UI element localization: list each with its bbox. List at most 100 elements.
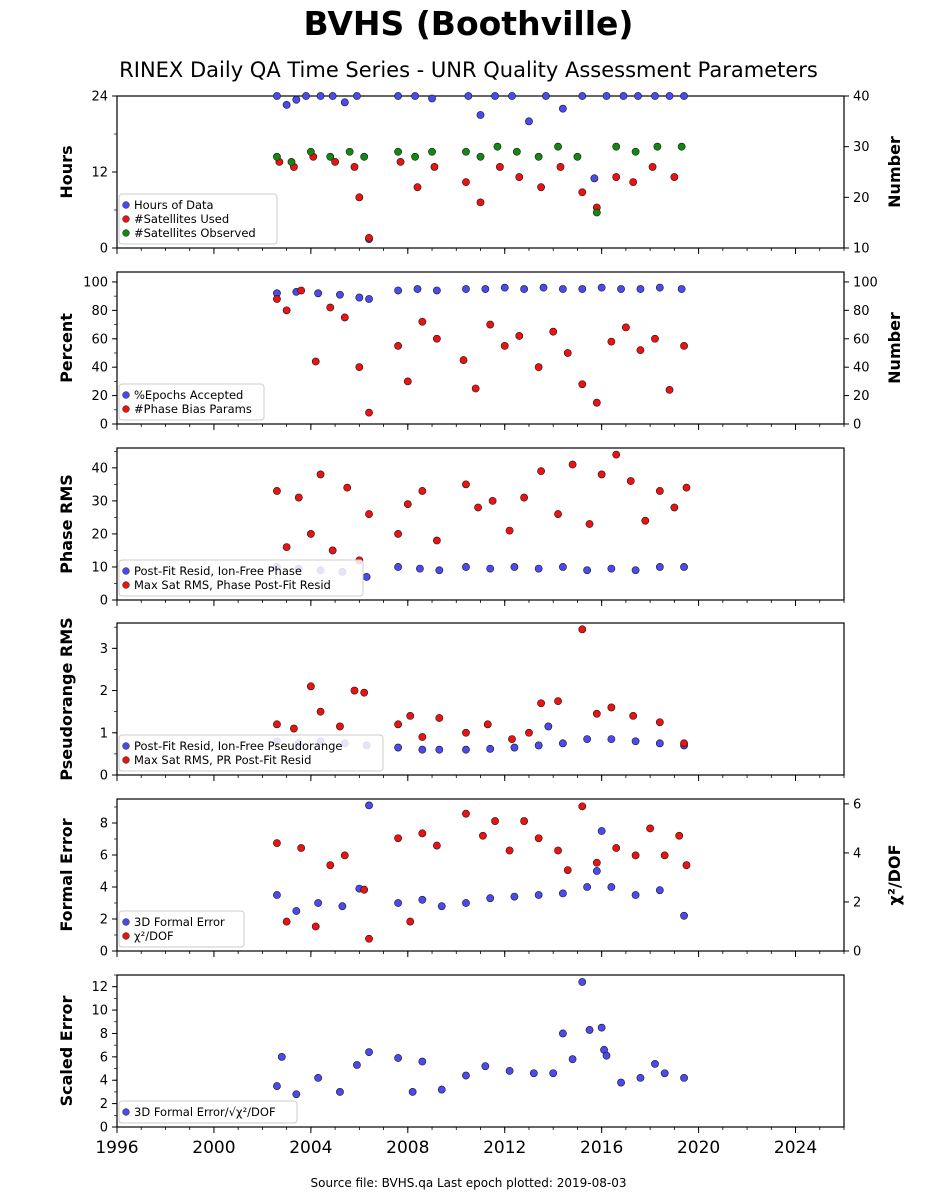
- figure-subtitle: RINEX Daily QA Time Series - UNR Quality…: [119, 58, 818, 82]
- y-tick-label: 40: [91, 461, 108, 476]
- data-point: [408, 1088, 417, 1096]
- data-point: [418, 895, 427, 904]
- x-tick-label: 2012: [483, 1138, 526, 1158]
- y-right-tick-label: 80: [853, 304, 870, 319]
- data-point: [636, 1073, 645, 1082]
- y-axis-label: Phase RMS: [57, 474, 76, 574]
- legend-box: [118, 734, 384, 772]
- legend-marker: [122, 229, 130, 237]
- data-point: [365, 510, 373, 518]
- data-point: [583, 883, 592, 891]
- data-point: [583, 735, 592, 744]
- figure-title: BVHS (Boothville): [303, 4, 634, 43]
- legend-marker: [122, 215, 130, 223]
- data-point: [350, 686, 359, 695]
- legend-label: 3D Formal Error: [134, 915, 225, 929]
- data-point: [316, 470, 325, 479]
- data-point: [437, 902, 446, 911]
- data-point: [510, 563, 519, 571]
- data-point: [558, 739, 567, 748]
- panel-6: 1996 2000 2004 2008 2012 2016 2020 2024 0 2 4 6 8 10 1…: [57, 974, 845, 1158]
- data-point: [413, 183, 422, 192]
- y-tick-label: 20: [91, 527, 108, 542]
- data-point: [481, 1062, 490, 1071]
- data-point: [418, 487, 427, 495]
- data-point: [418, 745, 427, 754]
- y-tick-label: 60: [91, 332, 108, 347]
- data-point: [394, 92, 403, 100]
- data-point: [273, 1082, 281, 1090]
- data-point: [282, 100, 291, 109]
- data-point: [592, 208, 601, 217]
- data-point: [592, 709, 601, 718]
- y-right-axis-label: χ²/DOF: [885, 845, 904, 906]
- data-point: [476, 152, 485, 161]
- legend-label: Post-Fit Resid, Ion-Free Phase: [134, 564, 302, 578]
- y-right-tick-label: 0: [853, 418, 861, 433]
- data-point: [314, 1073, 323, 1082]
- data-point: [432, 536, 441, 545]
- series-1: [273, 801, 688, 920]
- data-point: [486, 894, 495, 903]
- data-point: [597, 283, 606, 292]
- y-tick-label: 0: [100, 594, 108, 609]
- data-point: [340, 851, 349, 860]
- y-right-tick-label: 100: [853, 275, 878, 290]
- data-point: [459, 356, 468, 364]
- data-point: [273, 891, 281, 899]
- data-point: [394, 743, 403, 752]
- data-point: [340, 98, 349, 107]
- data-point: [411, 92, 419, 100]
- legend-marker: [122, 405, 130, 413]
- y-axis-label: Hours: [57, 145, 76, 198]
- y-tick-label: 20: [91, 389, 108, 404]
- data-point: [297, 844, 306, 852]
- data-point: [558, 104, 567, 113]
- data-point: [512, 147, 521, 156]
- data-point: [549, 1069, 558, 1078]
- data-point: [682, 861, 691, 870]
- data-point: [273, 295, 281, 303]
- data-point: [432, 286, 441, 295]
- data-point: [483, 720, 492, 729]
- data-point: [612, 450, 621, 459]
- data-point: [302, 92, 310, 100]
- data-point: [597, 470, 606, 479]
- data-point: [534, 152, 543, 161]
- legend-marker: [122, 391, 130, 399]
- data-point: [365, 233, 373, 242]
- data-point: [462, 285, 470, 293]
- data-point: [607, 883, 616, 891]
- data-point: [343, 483, 352, 492]
- y-tick-label: 4: [100, 1074, 108, 1089]
- data-point: [362, 572, 371, 581]
- y-tick-label: 2: [100, 1097, 108, 1112]
- data-point: [331, 157, 339, 166]
- data-point: [680, 1073, 688, 1082]
- legend: 3D Formal Error/√χ²/DOF: [118, 1100, 298, 1124]
- data-point: [680, 92, 688, 100]
- data-point: [353, 92, 361, 100]
- data-point: [500, 341, 509, 350]
- series-2: [273, 802, 691, 943]
- data-point: [314, 899, 323, 907]
- legend-label: χ²/DOF: [134, 929, 174, 943]
- data-point: [273, 92, 281, 100]
- data-point: [510, 743, 519, 752]
- y-tick-label: 12: [91, 166, 108, 181]
- data-point: [578, 978, 587, 986]
- y-right-tick-label: 4: [853, 846, 861, 861]
- data-point: [592, 858, 601, 867]
- data-point: [646, 824, 655, 833]
- series-2: [273, 625, 688, 748]
- data-point: [350, 163, 359, 171]
- legend-label: Max Sat RMS, PR Post-Fit Resid: [134, 753, 311, 767]
- data-point: [534, 741, 543, 750]
- legend: Hours of Data#Satellites Used#Satellites…: [118, 193, 278, 245]
- y-tick-label: 2: [100, 684, 108, 699]
- y-right-tick-label: 60: [853, 332, 870, 347]
- data-point: [629, 178, 638, 187]
- y-right-tick-label: 30: [853, 140, 870, 155]
